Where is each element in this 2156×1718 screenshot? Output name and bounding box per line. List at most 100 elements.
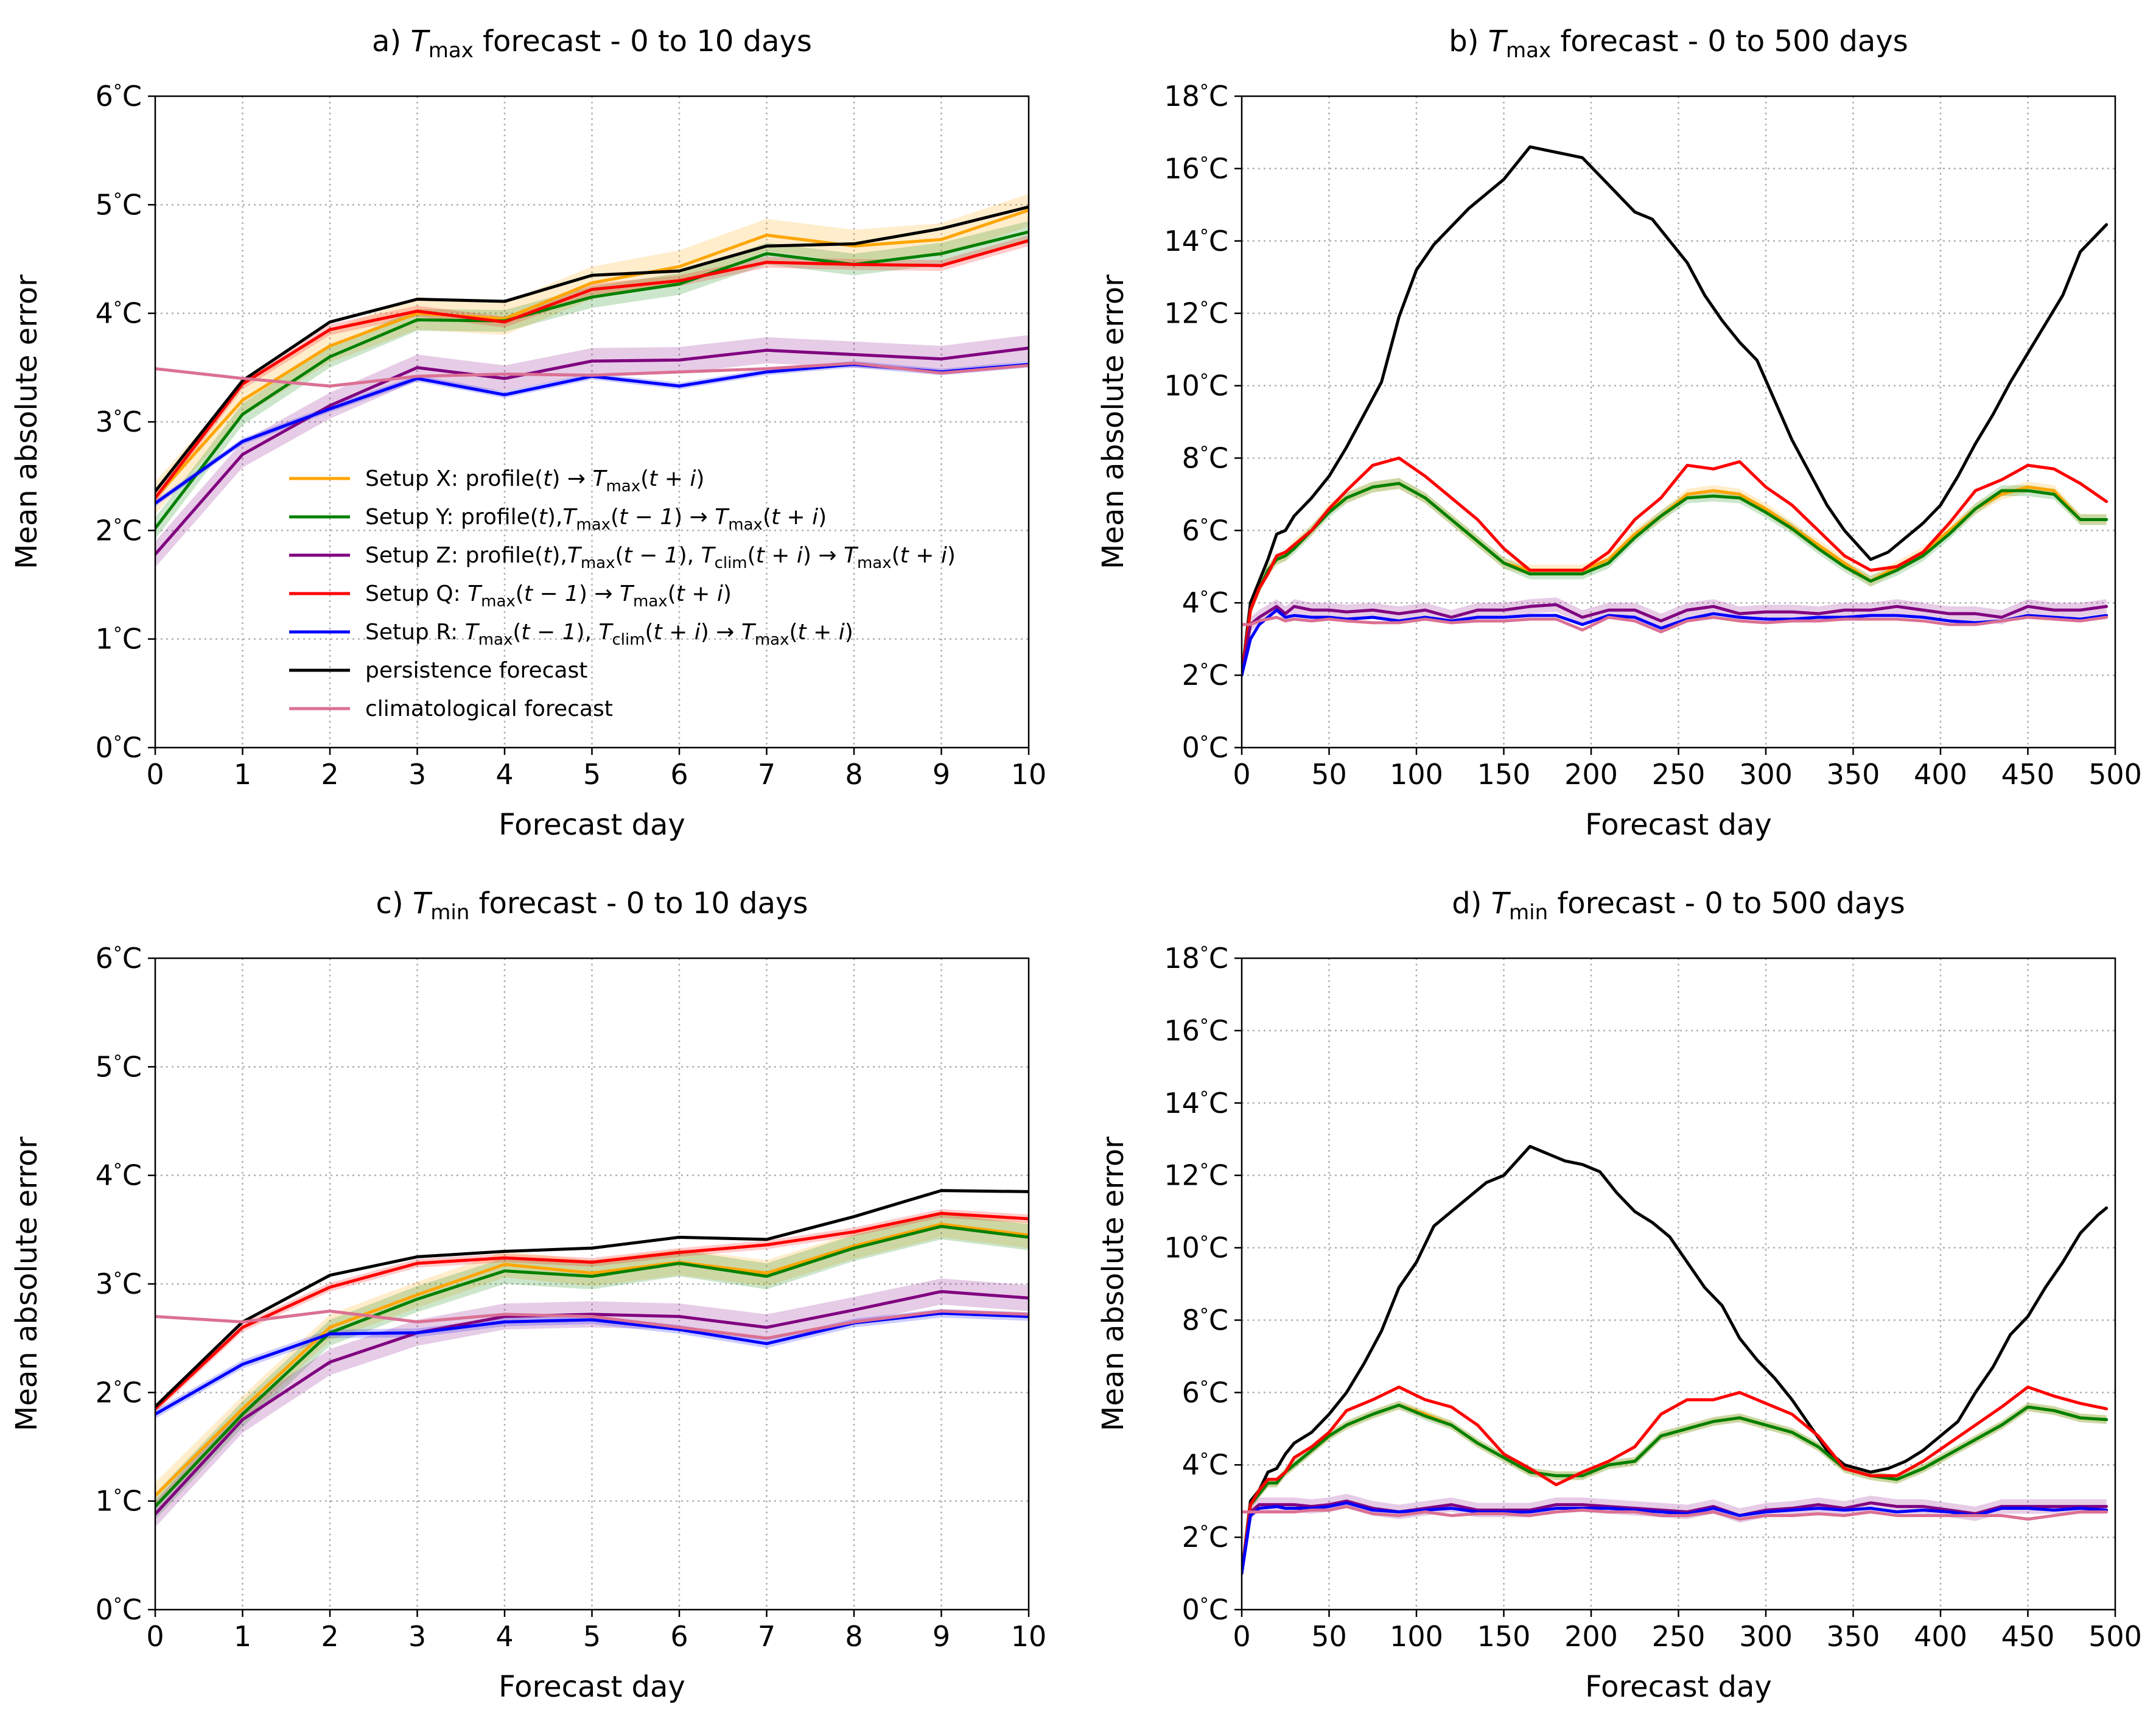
series-line-setup-y: [1242, 482, 2109, 677]
x-tick-label: 2: [321, 1620, 338, 1653]
x-tick-label: 50: [1311, 1620, 1347, 1653]
x-tick-label: 6: [670, 758, 688, 791]
y-tick-label: 4°C: [96, 297, 142, 330]
series-line-climatological-forecast: [1242, 1505, 2109, 1521]
x-tick-label: 100: [1390, 758, 1443, 791]
x-tick-label: 0: [146, 1620, 164, 1653]
legend-label: Setup Z: profile(t),Tmax(t − 1), Tclim(t…: [365, 543, 956, 572]
series-line-setup-q: [1242, 1385, 2109, 1576]
x-tick-label: 250: [1652, 758, 1706, 791]
x-tick-label: 350: [1827, 1620, 1880, 1653]
band-setup-x: [1242, 1401, 2107, 1578]
y-tick-label: 14°C: [1164, 1087, 1228, 1120]
y-axis-label: Mean absolute error: [10, 1137, 44, 1431]
panel-c: 0 1 2 3 4 5 6 7 8 9 10 0°C 1°C 2°C 3°C 4°C 5°C 6°C Forecas…: [10, 886, 1046, 1704]
y-tick-label: 2°C: [1182, 659, 1228, 692]
grid-a: [155, 96, 1029, 748]
y-tick-label: 14°C: [1164, 225, 1228, 258]
x-tick-label: 8: [845, 758, 863, 791]
x-tick-label: 7: [758, 758, 775, 791]
series-line-setup-r: [1242, 608, 2109, 677]
x-tick-label: 1: [234, 1620, 251, 1653]
x-tick-label: 150: [1477, 1620, 1531, 1653]
x-tick-label: 3: [408, 758, 426, 791]
x-axis-label: Forecast day: [1585, 1670, 1772, 1704]
panel-b: 0 50 100 150 200 250 300 350 400 450 500 0°C 2°C 4°C 6…: [1096, 24, 2142, 842]
y-tick-label: 3°C: [96, 405, 142, 438]
y-tick-label: 5°C: [96, 1050, 142, 1083]
legend-label: Setup R: Tmax(t − 1), Tclim(t + i) → Tma…: [365, 620, 853, 649]
y-tick-label: 6°C: [1182, 514, 1228, 547]
x-tick-label: 7: [758, 1620, 775, 1653]
panel-title: b) Tmax forecast - 0 to 500 days: [1449, 24, 1908, 63]
y-tick-label: 1°C: [96, 1485, 142, 1518]
x-axis-label: Forecast day: [499, 1670, 685, 1704]
y-tick-label: 0°C: [96, 731, 142, 764]
legend-item: Setup X: profile(t) → Tmax(t + i): [289, 466, 704, 496]
y-tick-label: 5°C: [96, 188, 142, 221]
series-line-setup-x: [155, 1222, 1029, 1498]
y-tick-label: 2°C: [96, 1376, 142, 1409]
band-setup-z: [155, 1278, 1029, 1527]
panel-title: c) Tmin forecast - 0 to 10 days: [376, 886, 808, 925]
legend-label: persistence forecast: [365, 658, 587, 683]
x-tick-label: 450: [2001, 758, 2055, 791]
plot-area-c: [155, 1189, 1029, 1527]
y-axis-label: Mean absolute error: [1096, 1137, 1130, 1431]
x-tick-label: 0: [1233, 1620, 1250, 1653]
legend-item: Setup Y: profile(t),Tmax(t − 1) → Tmax(t…: [289, 505, 827, 534]
x-tick-label: 10: [1011, 1620, 1047, 1653]
y-tick-label: 6°C: [96, 80, 142, 113]
x-tick-label: 9: [933, 1620, 950, 1653]
legend-label: Setup Y: profile(t),Tmax(t − 1) → Tmax(t…: [365, 505, 827, 534]
x-tick-label: 400: [1914, 1620, 1967, 1653]
x-tick-label: 8: [845, 1620, 863, 1653]
x-tick-label: 350: [1827, 758, 1880, 791]
x-tick-label: 500: [2088, 1620, 2142, 1653]
band-setup-x: [1242, 478, 2107, 681]
series-line-persistence-forecast: [1242, 1145, 2109, 1576]
y-tick-label: 12°C: [1164, 1159, 1228, 1192]
legend-label: climatological forecast: [365, 696, 613, 721]
y-tick-label: 10°C: [1164, 370, 1228, 402]
plot-area-b: [1242, 145, 2109, 682]
panel-title: a) Tmax forecast - 0 to 10 days: [372, 24, 812, 63]
y-tick-label: 18°C: [1164, 942, 1228, 975]
x-tick-label: 5: [583, 758, 601, 791]
series-line-climatological-forecast: [155, 362, 1029, 388]
band-setup-y: [1242, 478, 2107, 681]
series-line-persistence-forecast: [1242, 145, 2109, 677]
series-line-setup-q: [155, 1211, 1029, 1411]
x-tick-label: 300: [1739, 758, 1793, 791]
series-line-setup-y: [1242, 1403, 2109, 1576]
grid-d: [1242, 958, 2115, 1610]
y-tick-label: 2°C: [96, 514, 142, 547]
legend-item: Setup R: Tmax(t − 1), Tclim(t + i) → Tma…: [289, 620, 853, 649]
band-setup-r: [155, 1309, 1029, 1419]
y-tick-label: 6°C: [96, 942, 142, 975]
y-tick-label: 18°C: [1164, 80, 1228, 113]
x-tick-label: 500: [2088, 758, 2142, 791]
y-axis-label: Mean absolute error: [1096, 275, 1130, 569]
y-tick-label: 6°C: [1182, 1376, 1228, 1409]
series-line-setup-z: [155, 346, 1029, 556]
y-tick-label: 16°C: [1164, 152, 1228, 185]
legend: Setup X: profile(t) → Tmax(t + i) Setup Y…: [289, 466, 956, 721]
y-tick-label: 8°C: [1182, 1303, 1228, 1336]
series-line-climatological-forecast: [1242, 615, 2109, 634]
legend-item: persistence forecast: [289, 658, 587, 683]
legend-item: Setup Q: Tmax(t − 1) → Tmax(t + i): [289, 581, 732, 611]
x-tick-label: 150: [1477, 758, 1531, 791]
band-setup-x: [155, 194, 1029, 514]
series-line-setup-x: [155, 208, 1029, 500]
plot-area-a: [155, 194, 1029, 567]
panel-a: 0 1 2 3 4 5 6 7 8 9 10 0°C 1°C 2°C 3°C 4°C 5°C 6°C Forecas…: [10, 24, 1046, 842]
series-line-setup-z: [1242, 603, 2109, 677]
legend-item: climatological forecast: [289, 696, 613, 721]
x-tick-label: 200: [1564, 758, 1618, 791]
y-axis-label: Mean absolute error: [10, 275, 44, 569]
series-line-persistence-forecast: [155, 1189, 1029, 1409]
y-tick-label: 1°C: [96, 623, 142, 656]
x-tick-label: 50: [1311, 758, 1347, 791]
series-line-setup-y: [155, 230, 1029, 530]
